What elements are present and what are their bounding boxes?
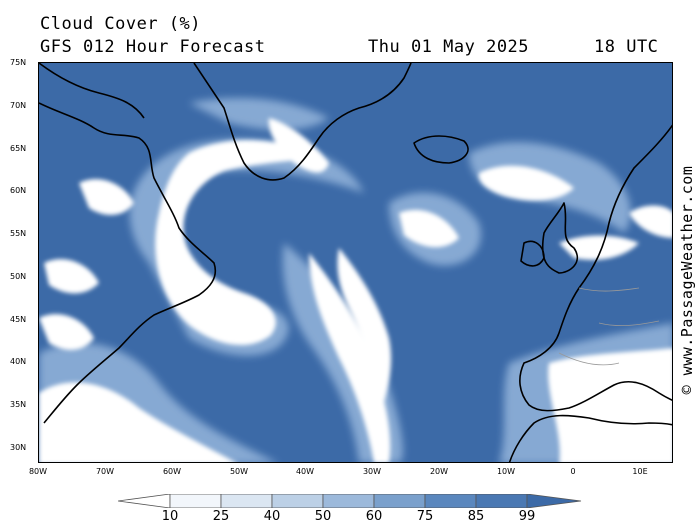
colorbar-bin <box>169 494 222 508</box>
map-canvas <box>39 63 672 462</box>
colorbar-bin <box>373 494 426 508</box>
credit-watermark: © www.PassageWeather.com <box>676 150 698 410</box>
lon-label: 0 <box>570 467 576 476</box>
lon-label: 40W <box>295 467 315 476</box>
lon-label: 50W <box>229 467 249 476</box>
title-product: Cloud Cover (%) <box>40 14 202 34</box>
colorbar-bin <box>220 494 273 508</box>
colorbar-bin <box>271 494 324 508</box>
title-model: GFS 012 Hour Forecast <box>40 37 266 57</box>
coastlines <box>39 63 672 462</box>
colorbar-arrow-right <box>526 494 582 508</box>
lat-label: 30N <box>10 443 27 452</box>
lon-label: 60W <box>162 467 182 476</box>
title-date: Thu 01 May 2025 <box>368 37 530 57</box>
lon-label: 70W <box>95 467 115 476</box>
colorbar-arrow-left <box>118 494 171 508</box>
lat-label: 75N <box>10 58 27 67</box>
lat-label: 70N <box>10 101 27 110</box>
colorbar-bin <box>424 494 477 508</box>
lat-label: 45N <box>10 315 27 324</box>
colorbar-label: 25 <box>212 509 230 524</box>
cloud-field-dense <box>39 118 672 462</box>
colorbar-label: 99 <box>518 509 536 524</box>
colorbar <box>118 494 582 508</box>
colorbar-label: 60 <box>365 509 383 524</box>
colorbar-label: 85 <box>467 509 485 524</box>
lon-label: 10W <box>496 467 516 476</box>
lon-label: 10E <box>632 467 648 476</box>
lon-label: 80W <box>28 467 48 476</box>
lat-label: 35N <box>10 400 27 409</box>
colorbar-bin <box>322 494 375 508</box>
credit-text: © www.PassageWeather.com <box>678 165 696 395</box>
country-borders <box>558 287 660 366</box>
lat-label: 60N <box>10 186 27 195</box>
lat-label: 40N <box>10 357 27 366</box>
cloud-cover-map <box>38 62 673 463</box>
colorbar-label: 40 <box>263 509 281 524</box>
lon-label: 20W <box>429 467 449 476</box>
lat-label: 50N <box>10 272 27 281</box>
colorbar-label: 50 <box>314 509 332 524</box>
title-time: 18 UTC <box>594 37 659 57</box>
lat-label: 65N <box>10 144 27 153</box>
colorbar-label: 75 <box>416 509 434 524</box>
colorbar-label: 10 <box>161 509 179 524</box>
lat-label: 55N <box>10 229 27 238</box>
lon-label: 30W <box>362 467 382 476</box>
colorbar-bin <box>475 494 528 508</box>
